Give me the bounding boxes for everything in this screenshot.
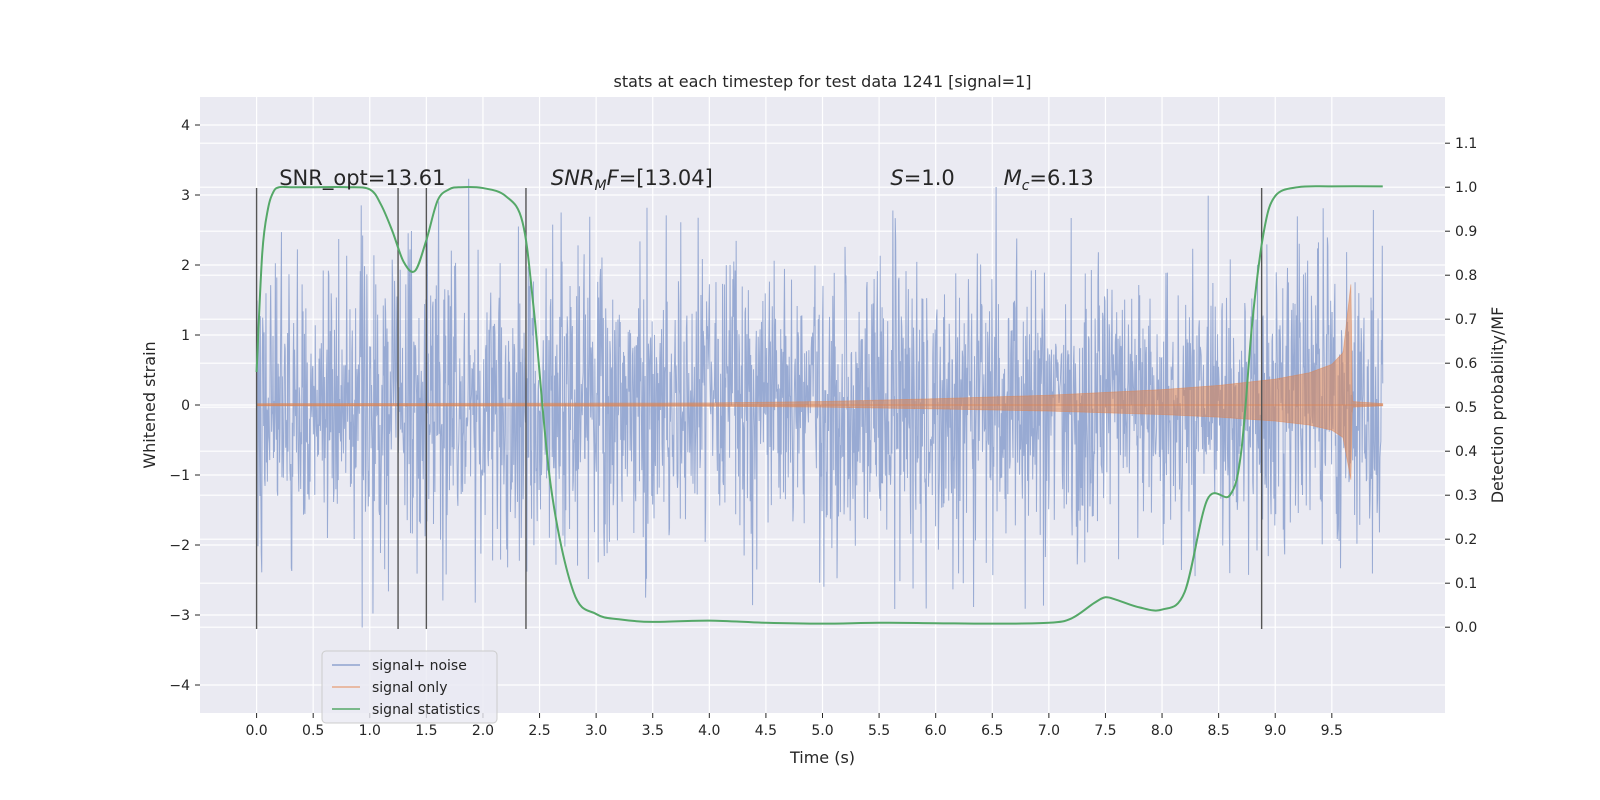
y-right-tick-label: 0.2 [1455,532,1477,548]
y-right-tick-label: 1.0 [1455,180,1477,196]
noise-series [256,178,1384,628]
x-tick-label: 0.5 [302,723,324,739]
x-tick-label: 7.5 [1094,723,1116,739]
y-right-tick-label: 0.1 [1455,576,1477,592]
x-axis-label: Time (s) [789,748,855,767]
y-right-tick-label: 0.0 [1455,620,1477,636]
annotation-snr-mf: SNRMF=[13.04] [551,166,713,194]
y-tick-label: −1 [169,468,190,484]
y-tick-label: −4 [169,678,190,694]
signal-band [256,284,1384,480]
y-right-tick-label: 0.7 [1455,312,1477,328]
y-right-tick-label: 0.4 [1455,444,1477,460]
y-right-tick-label: 0.9 [1455,224,1477,240]
noise-line [256,178,1384,628]
x-tick-label: 0.0 [245,723,267,739]
x-tick-label: 1.0 [359,723,381,739]
signal-series [256,284,1384,480]
y-right-tick-label: 0.3 [1455,488,1477,504]
y-tick-label: 4 [181,118,190,134]
legend-entry-signal: signal only [372,680,447,696]
x-tick-label: 6.5 [981,723,1003,739]
x-tick-label: 5.0 [811,723,833,739]
x-tick-label: 2.0 [472,723,494,739]
y-tick-label: 3 [181,188,190,204]
x-tick-label: 4.5 [755,723,777,739]
y-right-tick-label: 1.1 [1455,136,1477,152]
y-right-tick-label: 0.5 [1455,400,1477,416]
x-tick-label: 8.0 [1151,723,1173,739]
x-tick-label: 1.5 [415,723,437,739]
x-tick-label: 6.0 [925,723,947,739]
y-tick-label: −2 [169,538,190,554]
legend-entry-noise: signal+ noise [372,658,467,674]
vertical-markers [255,188,1263,629]
x-tick-label: 3.5 [642,723,664,739]
x-tick-label: 9.0 [1264,723,1286,739]
x-tick-label: 2.5 [528,723,550,739]
x-tick-label: 4.0 [698,723,720,739]
y-axis-label: Whitened strain [140,341,159,468]
y-right-tick-label: 0.6 [1455,356,1477,372]
legend: signal+ noise signal only signal statist… [321,650,498,724]
y-tick-label: 1 [181,328,190,344]
legend-entry-stats: signal statistics [372,702,480,718]
chart-title: stats at each timestep for test data 124… [613,72,1031,91]
y-axis-right-label: Detection probability/MF [1488,307,1507,504]
x-tick-label: 9.5 [1321,723,1343,739]
stats-series [255,185,1383,625]
x-tick-label: 8.5 [1208,723,1230,739]
stats-line [255,185,1383,625]
x-tick-label: 3.0 [585,723,607,739]
annotation-mc: Mc=6.13 [1004,166,1094,194]
y-tick-label: −3 [169,608,190,624]
x-tick-label: 7.0 [1038,723,1060,739]
annotation-s: S=1.0 [890,166,954,190]
annotation-snr-opt: SNR_opt=13.61 [279,166,445,191]
x-tick-label: 5.5 [868,723,890,739]
y-tick-label: 2 [181,258,190,274]
ticks: 0.0 0.5 1.0 1.5 2.0 2.5 3.0 3.5 4.0 4.5 5.0 5.5 6.0 6… [169,118,1477,739]
y-right-tick-label: 0.8 [1455,268,1477,284]
legend-box [321,650,498,724]
y-tick-label: 0 [181,398,190,414]
